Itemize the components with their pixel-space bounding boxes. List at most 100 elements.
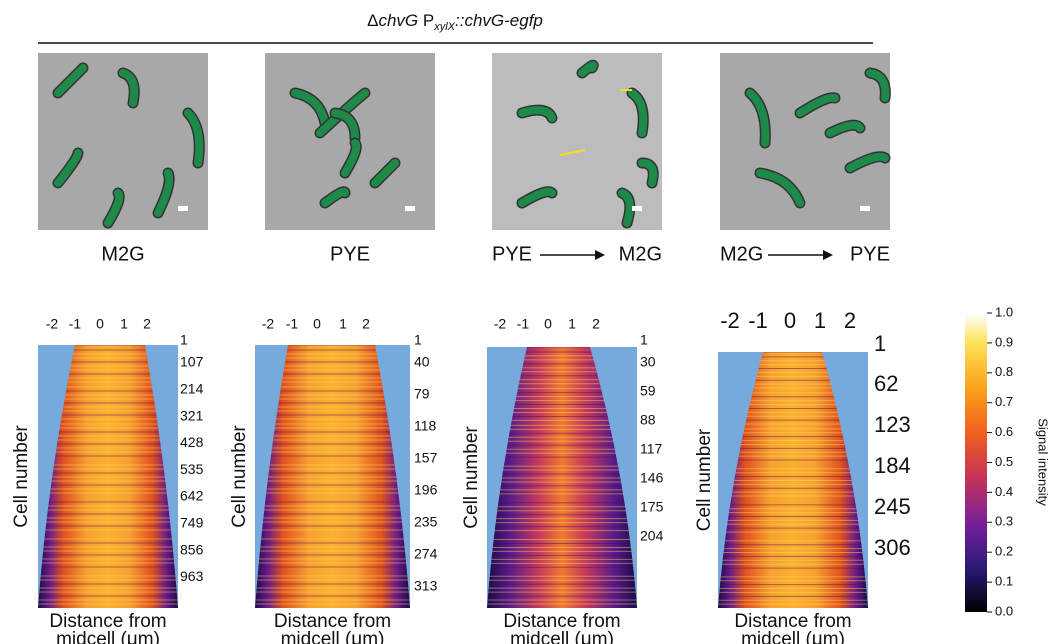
- cell: [291, 89, 329, 127]
- cell: [628, 89, 648, 137]
- demograph-heatmap: [718, 352, 868, 608]
- cell-tick-label: 1: [640, 332, 648, 348]
- title-promoter: P: [418, 11, 434, 30]
- cell-tick-label: 157: [414, 450, 438, 466]
- x-axis-label: Distance from: [734, 611, 851, 632]
- cell-tick-label: 274: [414, 546, 438, 562]
- colorbar-tick-label: 0.5: [995, 454, 1013, 469]
- cell-tick-label: 856: [180, 541, 204, 557]
- x-axis-label: Distance from: [503, 611, 620, 632]
- cell-tick-label: 1: [414, 332, 422, 348]
- cell-tick-label: 749: [180, 515, 204, 531]
- cell: [341, 139, 361, 177]
- cell: [826, 121, 864, 137]
- cell-tick-label: 214: [180, 381, 204, 397]
- x-axis-label: midcell (μm): [56, 629, 160, 644]
- x-tick-label: -2: [720, 308, 740, 333]
- title-construct: ::chvG-egfp: [455, 11, 543, 30]
- colorbar-tick-label: 0.7: [995, 394, 1013, 409]
- colorbar-tick-label: 0.3: [995, 514, 1013, 529]
- cell-tick-label: 40: [414, 354, 430, 370]
- condition-label: M2G: [101, 243, 144, 265]
- cell: [796, 93, 839, 117]
- cell: [54, 64, 87, 97]
- colorbar-gradient: [965, 313, 987, 612]
- x-tick-label: -1: [517, 316, 530, 332]
- cell: [316, 89, 369, 137]
- colorbar-tick-label: 0.6: [995, 424, 1013, 439]
- cell: [846, 152, 889, 172]
- cell-tick-label: 1: [874, 331, 886, 356]
- cell: [371, 159, 399, 187]
- cell-tick-label: 306: [874, 535, 911, 560]
- cell-tick-label: 235: [414, 514, 438, 530]
- scale-bar: [178, 206, 188, 211]
- x-tick-label: 2: [592, 316, 600, 332]
- cell: [866, 69, 890, 102]
- cell-tick-label: 59: [640, 383, 656, 399]
- condition-to: PYE: [850, 243, 890, 265]
- cell: [638, 159, 658, 187]
- cell: [54, 149, 82, 187]
- colorbar-tick-label: 0.8: [995, 364, 1013, 379]
- cell: [518, 106, 556, 122]
- cell-tick-label: 30: [640, 354, 656, 370]
- colorbar-label: Signal intensity: [1036, 418, 1051, 506]
- cell-tick-label: 62: [874, 371, 898, 396]
- cell: [321, 187, 349, 207]
- x-tick-label: -2: [46, 316, 59, 332]
- x-tick-label: 1: [120, 316, 128, 332]
- cell-tick-label: 79: [414, 386, 430, 402]
- demographs: -2 -1 0 1 21107214321428535642749856963Cell …: [11, 304, 1051, 644]
- title-subscript: xylX: [433, 21, 455, 33]
- condition-to: M2G: [619, 243, 662, 265]
- micrograph: [720, 53, 891, 230]
- cell-tick-label: 118: [414, 418, 437, 434]
- cell-tick-label: 204: [640, 528, 664, 544]
- cell: [331, 109, 359, 142]
- x-axis-label: Distance from: [49, 611, 166, 632]
- x-tick-label: 0: [313, 316, 321, 332]
- cell: [104, 189, 124, 227]
- micrograph-background: [720, 53, 890, 230]
- cell: [578, 61, 598, 77]
- cell-tick-label: 313: [414, 578, 438, 594]
- x-tick-label: -1: [69, 316, 82, 332]
- cell: [518, 187, 556, 207]
- demograph-heatmap: [255, 345, 410, 608]
- cell-tick-label: 88: [640, 412, 656, 428]
- x-axis-label: midcell (μm): [741, 629, 845, 644]
- y-axis-label: Cell number: [694, 428, 715, 531]
- x-axis-label: midcell (μm): [510, 629, 614, 644]
- cell-tick-label: 175: [640, 499, 664, 515]
- cell-tick-label: 321: [180, 407, 204, 423]
- micrograph: [265, 53, 435, 230]
- title-gene: chvG: [378, 11, 418, 30]
- x-axis-label: Distance from: [274, 611, 391, 632]
- cell-tick-label: 1: [180, 332, 188, 348]
- x-tick-label: 0: [784, 308, 796, 333]
- colorbar-tick-label: 0.2: [995, 544, 1013, 559]
- cell: [184, 109, 204, 167]
- colorbar-tick-label: 0.4: [995, 484, 1013, 499]
- micrograph: [38, 53, 208, 230]
- condition-from: PYE: [492, 243, 532, 265]
- cell-tick-label: 196: [414, 482, 438, 498]
- x-tick-label: -1: [748, 308, 768, 333]
- scale-bar: [405, 206, 415, 211]
- x-axis-label: midcell (μm): [281, 629, 385, 644]
- demograph-heatmap: [38, 345, 178, 608]
- figure-title: ΔchvG PxylX::chvG-egfp: [367, 11, 543, 32]
- cell: [618, 189, 634, 227]
- cell: [154, 169, 174, 217]
- colorbar-tick-label: 1.0: [995, 304, 1013, 319]
- y-axis-label: Cell number: [461, 426, 482, 529]
- x-tick-label: 2: [143, 316, 151, 332]
- y-axis-label: Cell number: [11, 425, 32, 528]
- x-tick-label: -2: [494, 316, 507, 332]
- x-tick-label: 2: [362, 316, 370, 332]
- x-tick-label: 1: [568, 316, 576, 332]
- micrograph: [492, 53, 662, 230]
